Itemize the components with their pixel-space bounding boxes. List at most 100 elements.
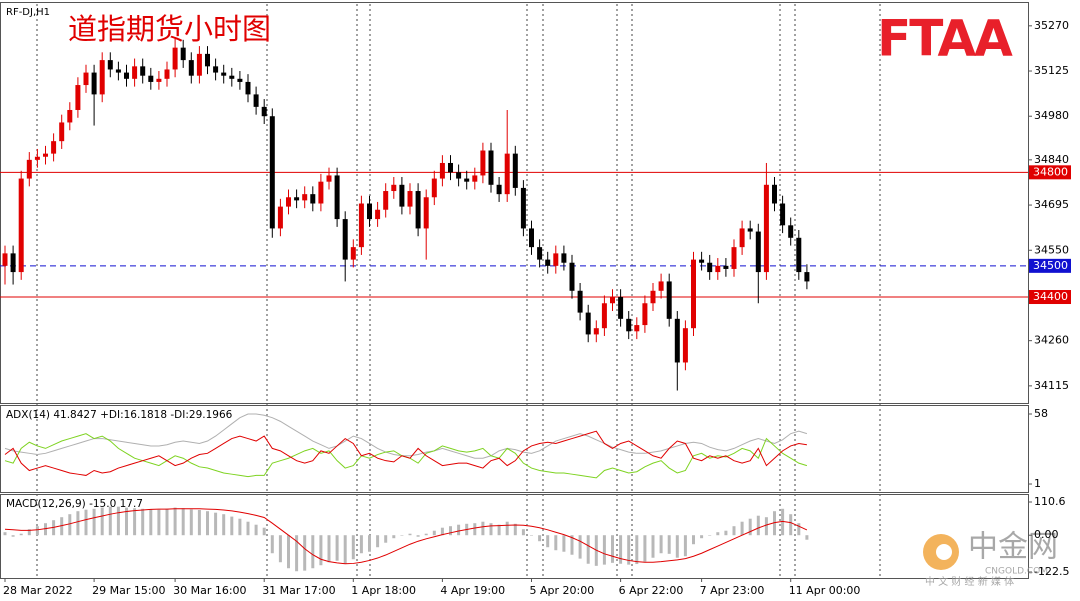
histogram-bar bbox=[376, 535, 380, 548]
level-tag-label: 34800 bbox=[1033, 165, 1068, 178]
candle-body bbox=[755, 231, 761, 273]
histogram-bar bbox=[432, 530, 436, 536]
candle-body bbox=[731, 247, 737, 269]
candle-body bbox=[520, 187, 526, 229]
candle-body bbox=[804, 272, 810, 282]
candle-body bbox=[342, 219, 348, 260]
histogram-bar bbox=[700, 535, 704, 539]
candle-body bbox=[148, 75, 154, 82]
candle-body bbox=[99, 60, 105, 95]
indicator-line bbox=[4, 430, 807, 476]
histogram-bar bbox=[619, 535, 623, 564]
x-tick-label: 7 Apr 23:00 bbox=[700, 584, 765, 597]
candle-body bbox=[10, 253, 16, 273]
x-tick-label: 28 Mar 2022 bbox=[3, 584, 73, 597]
candle-body bbox=[788, 225, 794, 238]
candle-body bbox=[634, 325, 640, 332]
histogram-bar bbox=[335, 535, 339, 561]
histogram-bar bbox=[708, 535, 712, 536]
candle-body bbox=[601, 303, 607, 329]
indicator-line bbox=[4, 413, 808, 459]
y-tick-label: 110.6 bbox=[1034, 495, 1066, 508]
candle-body bbox=[682, 328, 688, 363]
histogram-bar bbox=[546, 535, 550, 548]
candle-body bbox=[261, 106, 267, 117]
histogram-bar bbox=[68, 514, 72, 536]
histogram-bar bbox=[554, 535, 558, 551]
candle-body bbox=[472, 175, 478, 182]
candle-body bbox=[577, 290, 583, 313]
histogram-bar bbox=[116, 506, 120, 536]
histogram-bar bbox=[100, 507, 104, 536]
histogram-bar bbox=[732, 526, 736, 536]
histogram-bar bbox=[538, 535, 542, 542]
period-separators bbox=[36, 4, 881, 578]
candle-body bbox=[480, 150, 486, 176]
histogram-bar bbox=[303, 535, 307, 571]
candle-body bbox=[610, 297, 615, 304]
panel-frames bbox=[0, 2, 1029, 579]
histogram-bar bbox=[773, 511, 776, 536]
histogram-bar bbox=[270, 535, 274, 554]
y-tick-label: 34980 bbox=[1034, 109, 1069, 122]
histogram-bar bbox=[157, 509, 161, 536]
candle-body bbox=[350, 247, 356, 260]
histogram-bar bbox=[384, 535, 388, 543]
histogram-bar bbox=[781, 508, 785, 536]
candle-body bbox=[26, 159, 32, 179]
histogram-bar bbox=[424, 533, 428, 536]
candle-body bbox=[294, 197, 300, 201]
x-tick-label: 31 Mar 17:00 bbox=[262, 584, 335, 597]
x-tick-label: 6 Apr 22:00 bbox=[619, 584, 684, 597]
histogram-bar bbox=[489, 523, 493, 536]
watermark-tag: 中 文 财 经 新 媒 体 bbox=[925, 575, 1014, 588]
histogram-bar bbox=[3, 532, 7, 536]
candle-body bbox=[310, 194, 316, 204]
candle-body bbox=[658, 281, 664, 291]
candle-body bbox=[504, 153, 510, 195]
candle-body bbox=[205, 53, 210, 67]
candle-body bbox=[43, 153, 48, 157]
candle-body bbox=[529, 228, 534, 248]
histogram-bar bbox=[683, 535, 687, 557]
histogram-bar bbox=[643, 535, 647, 562]
histogram-bar bbox=[287, 535, 290, 569]
candle-body bbox=[772, 184, 777, 204]
y-tick-label: 34695 bbox=[1034, 198, 1069, 211]
histogram-bar bbox=[748, 518, 752, 536]
histogram-bar bbox=[481, 521, 485, 536]
panel-title: ADX(14) 41.8427 +DI:16.1818 -DI:29.1966 bbox=[6, 409, 233, 421]
histogram-bar bbox=[627, 535, 631, 565]
y-tick-label: 34115 bbox=[1034, 379, 1069, 392]
histogram-bar bbox=[11, 535, 15, 537]
candle-body bbox=[2, 253, 8, 266]
signal-line bbox=[4, 508, 808, 565]
y-tick-label: 34260 bbox=[1034, 334, 1069, 347]
histogram-bar bbox=[222, 514, 226, 536]
candle-body bbox=[367, 203, 372, 220]
candle-body bbox=[593, 328, 599, 335]
histogram-bar bbox=[197, 509, 201, 536]
histogram-bar bbox=[125, 507, 128, 536]
candle-body bbox=[399, 184, 405, 207]
histogram-bar bbox=[416, 535, 420, 537]
candle-body bbox=[188, 60, 194, 76]
candle-body bbox=[464, 178, 470, 182]
histogram-bar bbox=[108, 506, 112, 536]
x-tick-label: 4 Apr 19:00 bbox=[440, 584, 505, 597]
histogram-bar bbox=[343, 535, 347, 564]
candle-body bbox=[496, 184, 502, 195]
histogram-bar bbox=[278, 535, 282, 563]
candle-body bbox=[213, 66, 219, 73]
x-tick-label: 5 Apr 20:00 bbox=[530, 584, 595, 597]
candle-body bbox=[626, 318, 632, 332]
panel-title: MACD(12,26,9) -15.0 17.7 bbox=[6, 498, 143, 510]
logo: FTAA bbox=[877, 10, 1013, 68]
candle-body bbox=[221, 72, 227, 76]
histogram-bar bbox=[359, 535, 363, 554]
histogram-bar bbox=[505, 521, 509, 536]
histogram-bar bbox=[400, 535, 404, 536]
histogram-bar bbox=[262, 527, 266, 536]
candle-body bbox=[561, 253, 567, 263]
